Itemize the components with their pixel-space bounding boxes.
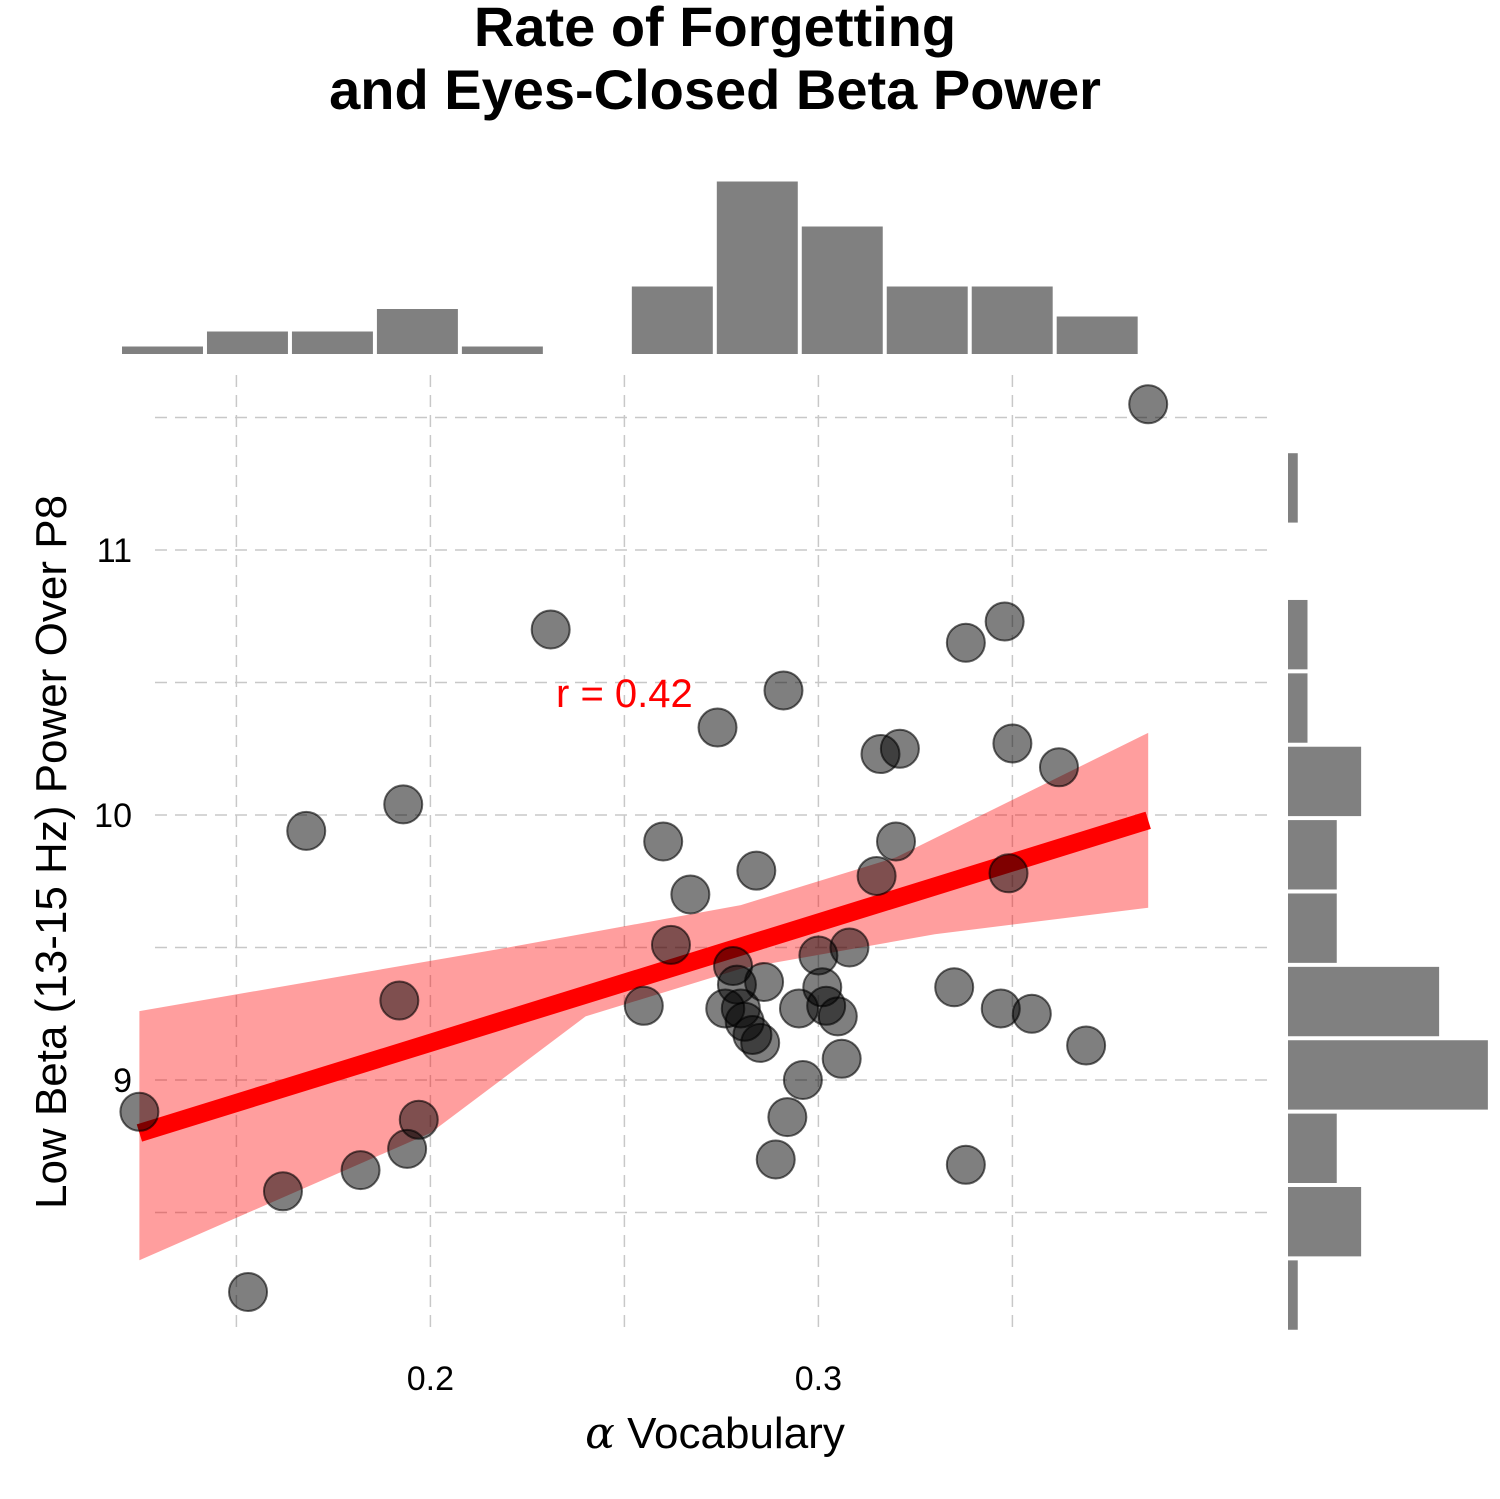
top-histogram-bar	[802, 227, 883, 355]
y-axis-title: Low Beta (13-15 Hz) Power Over P8	[27, 495, 76, 1209]
right-histogram-bar	[1288, 820, 1337, 889]
chart-title-line-1: Rate of Forgetting	[474, 0, 956, 58]
data-point	[652, 926, 690, 964]
data-point	[229, 1273, 267, 1311]
x-tick-label: 0.3	[795, 1360, 842, 1398]
data-point	[881, 730, 919, 768]
data-point	[823, 1040, 861, 1078]
right-marginal-histogram	[1288, 453, 1488, 1330]
right-histogram-bar	[1288, 967, 1439, 1036]
data-point	[768, 1098, 806, 1136]
data-point	[993, 724, 1031, 762]
x-axis-ticks: 0.2 0.3	[407, 1360, 842, 1398]
data-point	[532, 611, 570, 649]
right-histogram-bar	[1288, 453, 1298, 522]
data-point	[947, 1146, 985, 1184]
x-axis-title-text: Vocabulary	[615, 1409, 845, 1458]
right-histogram-bar	[1288, 1114, 1337, 1183]
top-histogram-bar	[1057, 317, 1138, 355]
data-point	[287, 812, 325, 850]
data-point	[644, 823, 682, 861]
data-point	[400, 1101, 438, 1139]
right-histogram-bar	[1288, 747, 1361, 816]
top-marginal-histogram	[122, 182, 1138, 355]
data-point	[384, 785, 422, 823]
data-point	[819, 997, 857, 1035]
x-axis-title: α Vocabulary	[585, 1408, 845, 1459]
data-point	[935, 968, 973, 1006]
top-histogram-bar	[122, 347, 203, 355]
chart-title: Rate of Forgetting and Eyes-Closed Beta …	[329, 0, 1101, 121]
right-histogram-bar	[1288, 893, 1337, 962]
data-point	[745, 963, 783, 1001]
data-point	[737, 852, 775, 890]
data-point	[877, 823, 915, 861]
top-histogram-bar	[717, 182, 798, 355]
data-point	[625, 987, 663, 1025]
data-point	[342, 1151, 380, 1189]
data-point	[699, 709, 737, 747]
right-histogram-bar	[1288, 673, 1308, 742]
right-histogram-bar	[1288, 1040, 1488, 1109]
right-histogram-bar	[1288, 1187, 1361, 1256]
data-point	[947, 624, 985, 662]
top-histogram-bar	[377, 309, 458, 354]
data-point	[264, 1172, 302, 1210]
y-tick-label: 11	[97, 532, 132, 570]
data-point	[764, 671, 802, 709]
alpha-symbol: α	[585, 1408, 615, 1459]
data-point	[1040, 748, 1078, 786]
data-point	[1129, 385, 1167, 423]
data-point	[858, 857, 896, 895]
top-histogram-bar	[207, 332, 288, 355]
top-histogram-bar	[462, 347, 543, 355]
data-point	[986, 603, 1024, 641]
data-point	[1013, 995, 1051, 1033]
top-histogram-bar	[292, 332, 373, 355]
x-tick-label: 0.2	[407, 1360, 454, 1398]
data-point	[741, 1024, 779, 1062]
data-point	[757, 1141, 795, 1179]
data-point	[1067, 1027, 1105, 1065]
right-histogram-bar	[1288, 600, 1308, 669]
right-histogram-bar	[1288, 1260, 1298, 1329]
y-tick-label: 10	[94, 797, 132, 835]
y-axis-ticks: 9 10 11	[94, 532, 132, 1100]
data-point	[990, 854, 1028, 892]
data-point	[784, 1061, 822, 1099]
top-histogram-bar	[887, 287, 968, 355]
data-point	[380, 982, 418, 1020]
data-point	[671, 876, 709, 914]
correlation-annotation: r = 0.42	[556, 672, 693, 716]
chart-title-line-2: and Eyes-Closed Beta Power	[329, 58, 1101, 121]
top-histogram-bar	[972, 287, 1053, 355]
data-point	[830, 929, 868, 967]
top-histogram-bar	[632, 287, 713, 355]
y-tick-label: 9	[113, 1062, 132, 1100]
